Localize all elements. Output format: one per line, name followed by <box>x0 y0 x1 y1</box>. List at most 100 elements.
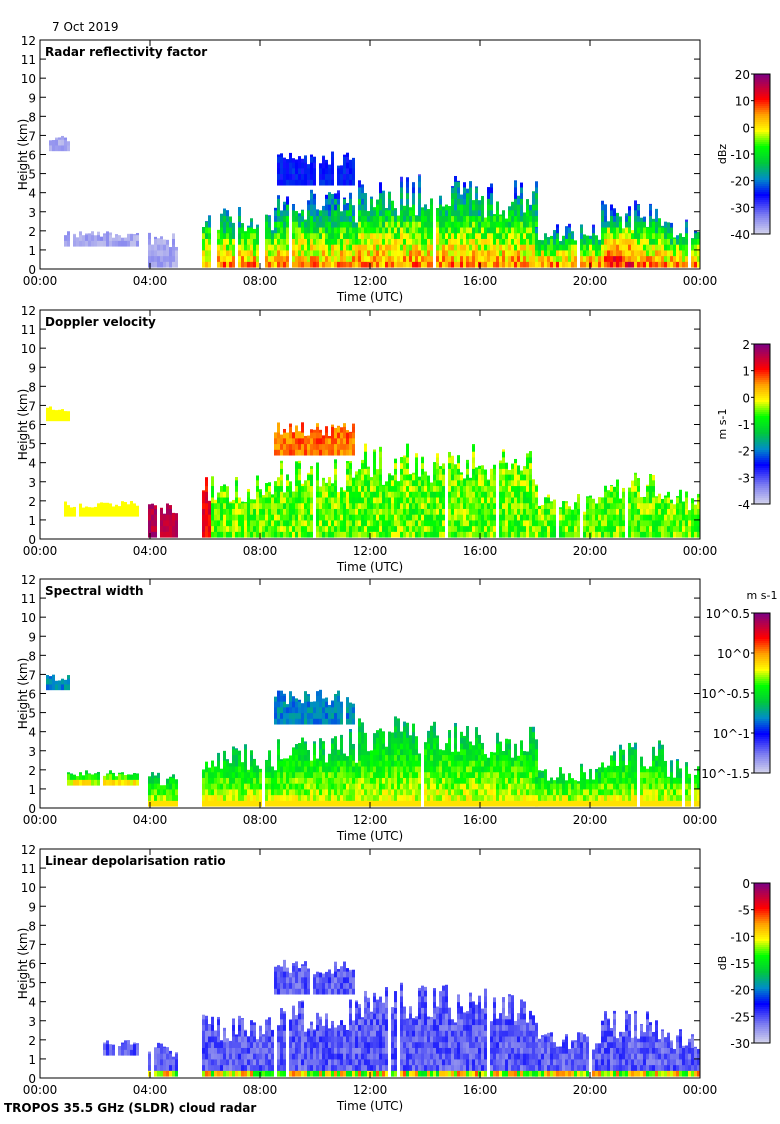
echo-cell <box>124 502 127 505</box>
echo-cell <box>280 162 283 168</box>
echo-cell <box>55 681 58 685</box>
echo-cell <box>457 187 460 193</box>
echo-cell <box>280 156 283 162</box>
echo-cell <box>277 432 280 438</box>
echo-cell <box>361 468 364 474</box>
echo-cell <box>478 514 481 520</box>
echo-cell <box>241 238 244 244</box>
echo-cell <box>622 244 625 250</box>
echo-cell <box>232 256 235 262</box>
echo-cell <box>349 718 352 724</box>
echo-cell <box>319 795 322 801</box>
echo-cell <box>508 206 511 210</box>
echo-cell <box>295 463 298 469</box>
echo-cell <box>136 233 139 235</box>
echo-cell <box>340 244 343 250</box>
echo-cell <box>328 508 331 514</box>
echo-cell <box>157 256 160 262</box>
echo-cell <box>631 250 634 256</box>
echo-cell <box>328 168 331 174</box>
echo-cell <box>523 531 526 537</box>
echo-cell <box>289 179 292 185</box>
echo-cell <box>355 531 358 537</box>
echo-cell <box>346 508 349 514</box>
echo-cell <box>466 468 469 474</box>
echo-cell <box>403 526 406 532</box>
echo-cell <box>607 503 610 509</box>
echo-cell <box>358 187 361 193</box>
echo-cell <box>67 240 70 246</box>
echo-cell <box>166 795 169 801</box>
echo-cell <box>565 508 568 514</box>
echo-cell <box>505 503 508 509</box>
echo-cell <box>337 514 340 520</box>
echo-cell <box>493 486 496 492</box>
echo-cell <box>445 238 448 244</box>
echo-cell <box>631 508 634 514</box>
echo-cell <box>310 531 313 537</box>
echo-cell <box>286 444 289 450</box>
echo-cell <box>301 800 304 806</box>
echo-cell <box>223 508 226 514</box>
echo-cell <box>298 700 301 702</box>
echo-cell <box>298 238 301 244</box>
echo-cell <box>298 431 301 432</box>
echo-cell <box>403 497 406 503</box>
echo-cell <box>64 235 67 241</box>
echo-cell <box>289 497 292 503</box>
echo-cell <box>349 743 352 749</box>
echo-cell <box>274 520 277 526</box>
echo-cell <box>430 238 433 244</box>
echo-cell <box>469 210 472 216</box>
echo-cell <box>136 774 139 780</box>
echo-cell <box>202 490 205 491</box>
echo-cell <box>478 508 481 514</box>
echo-cell <box>337 193 340 199</box>
echo-cell <box>103 779 106 785</box>
echo-cell <box>520 210 523 216</box>
echo-cell <box>220 503 223 509</box>
echo-cell <box>397 233 400 239</box>
echo-cell <box>544 531 547 537</box>
echo-cell <box>640 233 643 239</box>
echo-cell <box>685 497 688 503</box>
echo-cell <box>349 491 352 497</box>
echo-cell <box>457 210 460 216</box>
echo-cell <box>364 474 367 480</box>
echo-cell <box>349 766 352 772</box>
echo-cell <box>427 227 430 233</box>
echo-cell <box>316 759 319 761</box>
echo-cell <box>448 221 451 227</box>
echo-cell <box>307 520 310 526</box>
echo-cell <box>304 438 307 444</box>
echo-cell <box>388 526 391 532</box>
echo-cell <box>340 432 343 438</box>
echo-cell <box>547 508 550 514</box>
echo-cell <box>256 475 259 480</box>
echo-cell <box>238 766 241 772</box>
echo-cell <box>307 216 310 222</box>
echo-cell <box>388 486 391 492</box>
echo-cell <box>277 713 280 719</box>
echo-cell <box>616 497 619 503</box>
echo-cell <box>559 256 562 262</box>
echo-cell <box>535 181 538 187</box>
echo-cell <box>439 474 442 480</box>
echo-cell <box>331 503 334 509</box>
echo-cell <box>472 244 475 250</box>
echo-cell <box>325 698 328 702</box>
echo-cell <box>415 221 418 227</box>
echo-cell <box>331 749 334 755</box>
echo-cell <box>130 235 133 241</box>
echo-cell <box>319 486 322 491</box>
echo-cell <box>313 777 316 783</box>
echo-cell <box>298 755 301 761</box>
echo-cell <box>664 250 667 256</box>
echo-cell <box>244 256 247 262</box>
echo-cell <box>406 233 409 239</box>
echo-cell <box>409 531 412 537</box>
echo-cell <box>496 216 499 222</box>
echo-cell <box>91 510 94 516</box>
echo-cell <box>247 783 250 789</box>
echo-cell <box>352 704 355 708</box>
